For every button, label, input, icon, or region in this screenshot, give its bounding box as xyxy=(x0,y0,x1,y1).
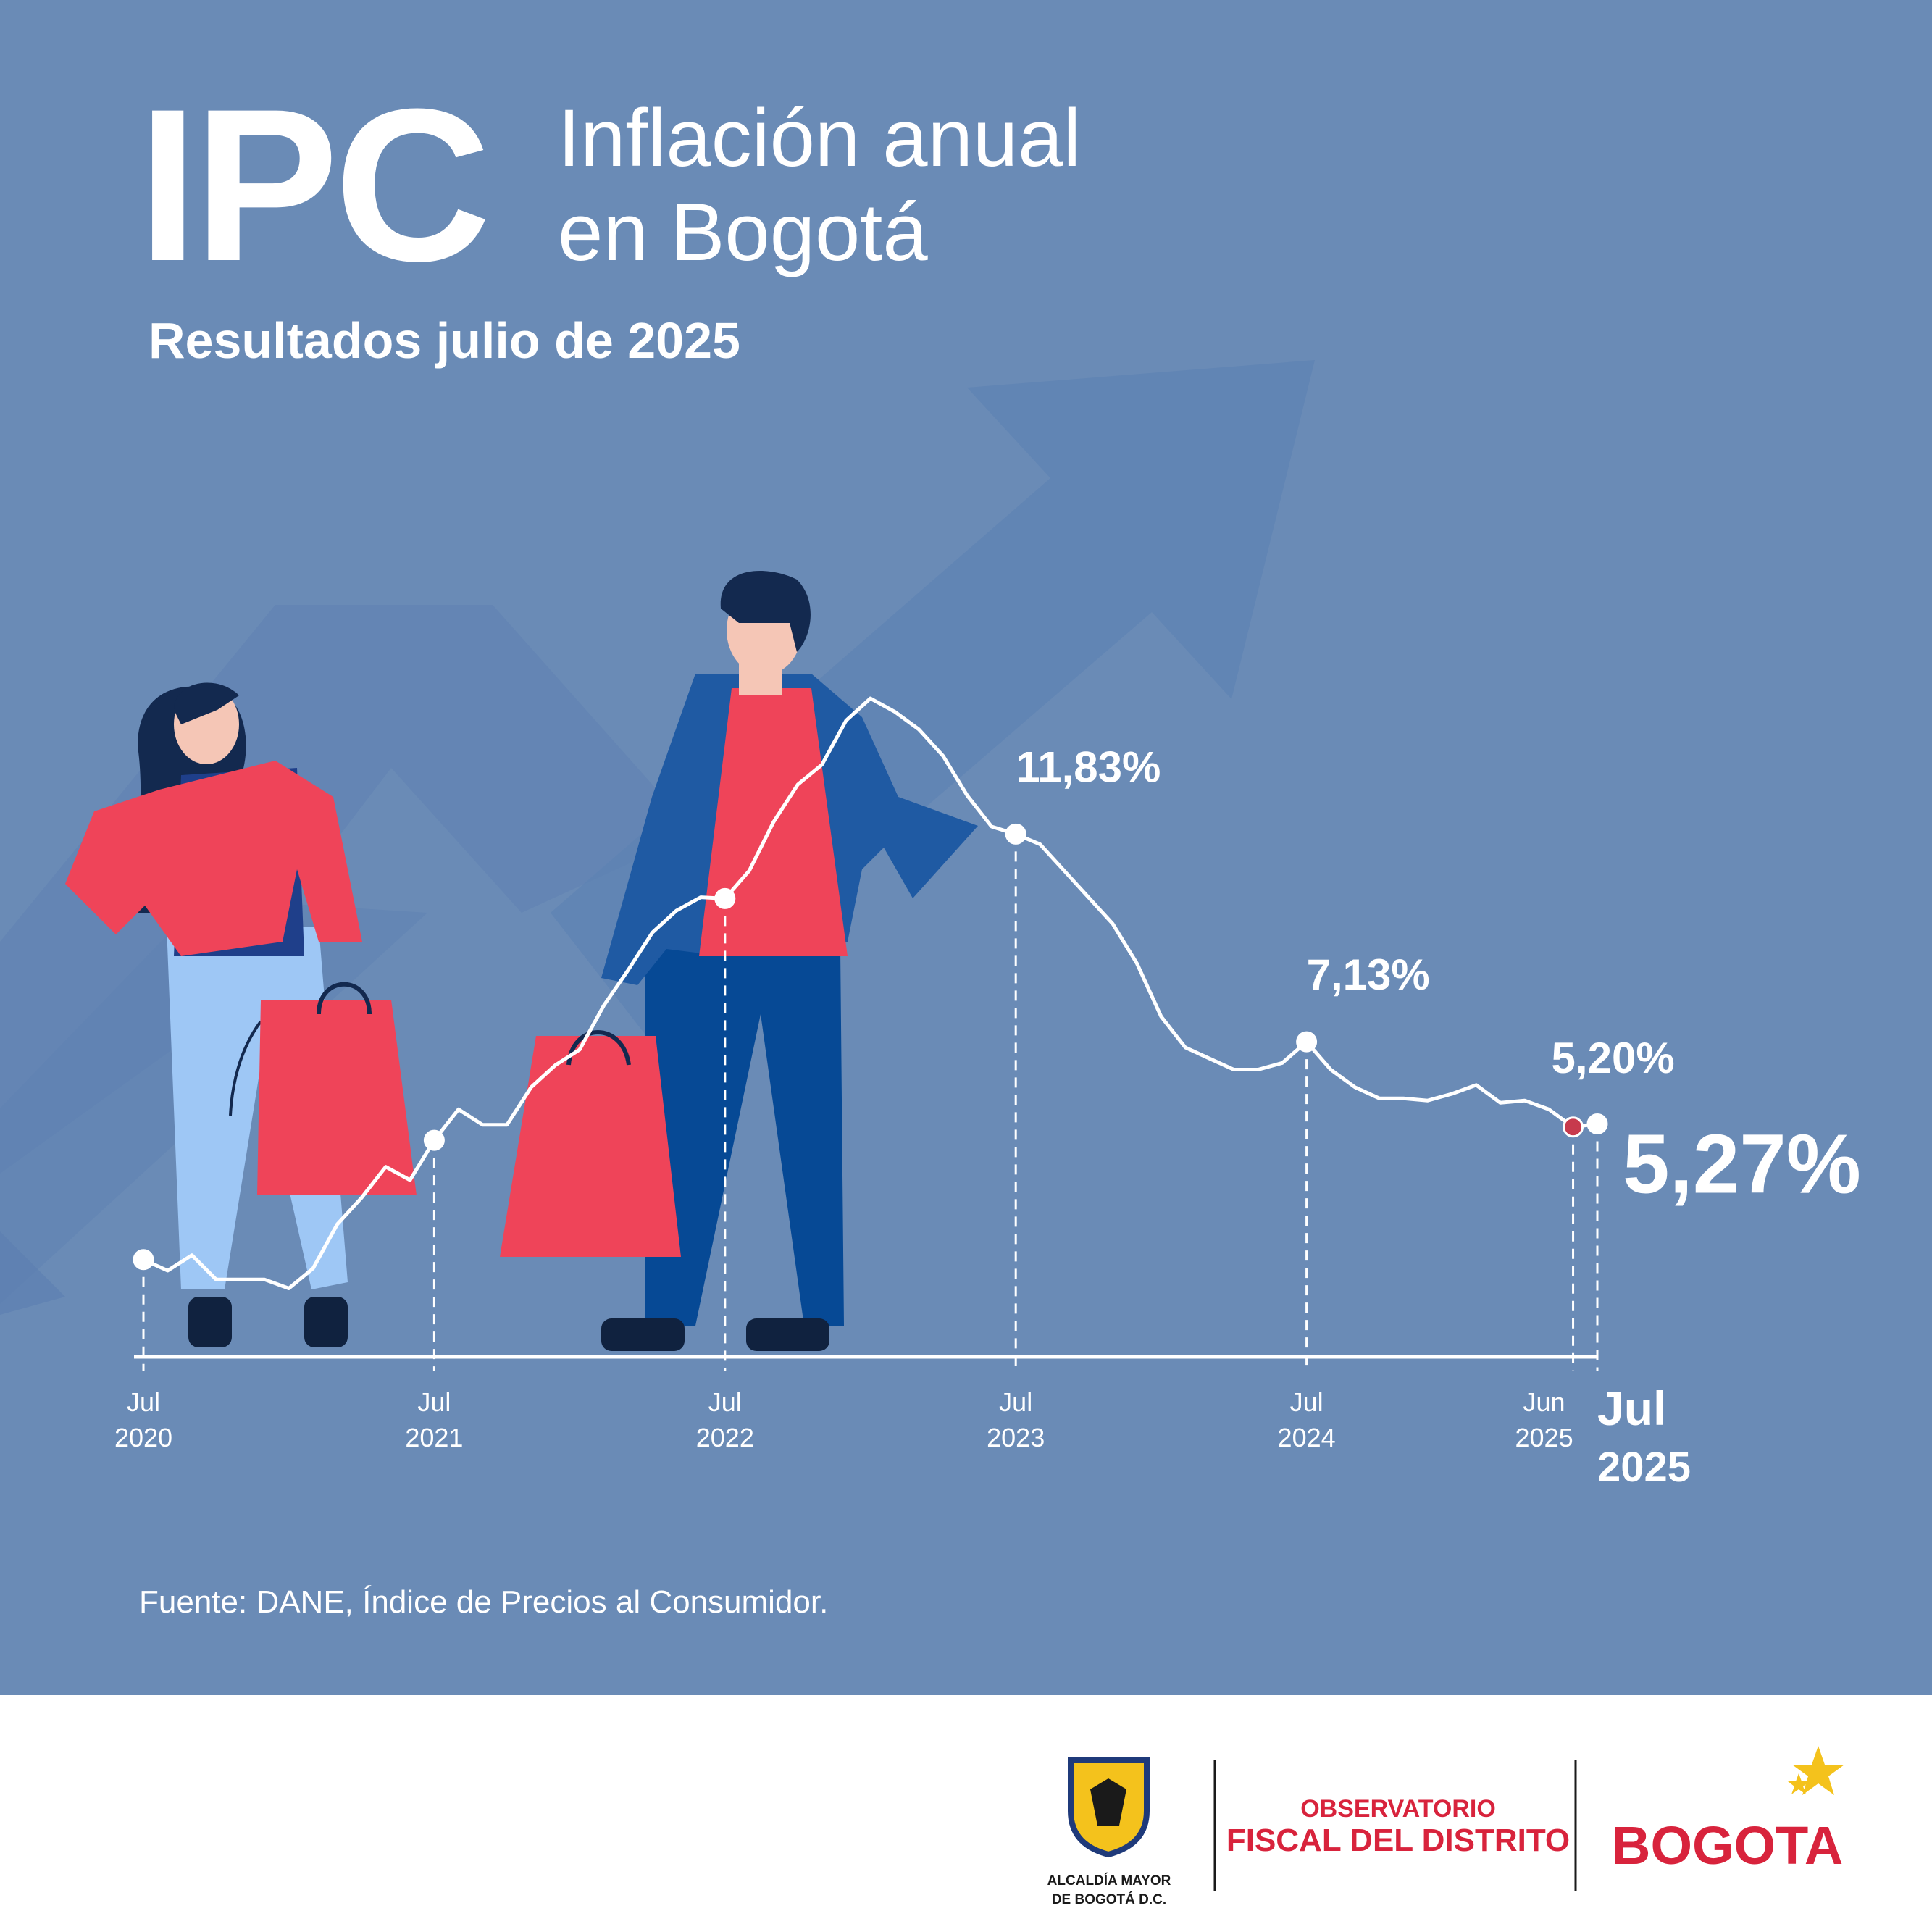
title-ipc: IPC xyxy=(138,63,491,306)
source-note: Fuente: DANE, Índice de Precios al Consu… xyxy=(139,1584,829,1620)
woman-illustration xyxy=(65,682,417,1347)
x-tick-label: 2020 xyxy=(114,1423,172,1452)
inflation-line-chart: Jul 2020 Jul 2021 Jul 2022 Jul 2023 Jul 2024 Jun 20… xyxy=(114,696,1861,1491)
alcaldia-logo: ALCALDÍA MAYOR DE BOGOTÁ D.C. xyxy=(1047,1757,1171,1907)
x-tick-label: 2023 xyxy=(987,1423,1045,1452)
data-point xyxy=(1586,1113,1608,1135)
x-tick-label: 2024 xyxy=(1278,1423,1336,1452)
title-line2: en Bogotá xyxy=(558,187,928,277)
star-icon xyxy=(1792,1746,1844,1795)
x-tick-label: Jul xyxy=(417,1387,451,1417)
x-tick-label: Jun xyxy=(1523,1387,1565,1417)
x-tick-label: 2021 xyxy=(405,1423,463,1452)
x-tick-label: 2022 xyxy=(696,1423,754,1452)
data-label: 11,83% xyxy=(1016,743,1161,791)
star-icon xyxy=(1788,1773,1810,1794)
x-tick-label: Jul xyxy=(1597,1381,1666,1435)
title-line1: Inflación anual xyxy=(558,93,1082,183)
data-point xyxy=(1563,1116,1584,1138)
x-tick-label: Jul xyxy=(708,1387,742,1417)
x-tick-label: Jul xyxy=(127,1387,160,1417)
data-point xyxy=(133,1249,154,1271)
observatorio-label-line2: FISCAL DEL DISTRITO xyxy=(1226,1823,1570,1858)
x-tick-label: 2025 xyxy=(1515,1423,1573,1452)
data-label: 5,20% xyxy=(1552,1034,1675,1082)
series-line xyxy=(142,696,1598,1290)
x-tick-label: Jul xyxy=(1290,1387,1323,1417)
subtitle: Resultados julio de 2025 xyxy=(149,312,740,369)
data-label: 7,13% xyxy=(1307,950,1430,999)
observatorio-label-line1: OBSERVATORIO xyxy=(1300,1795,1496,1823)
data-label: 5,27% xyxy=(1623,1117,1861,1211)
x-tick-label: Jul xyxy=(999,1387,1032,1417)
data-point xyxy=(714,887,736,909)
bogota-logo: BOGOTA xyxy=(1612,1815,1843,1875)
footer-panel xyxy=(0,1695,1932,1932)
man-illustration xyxy=(500,571,978,1351)
alcaldia-label-line2: DE BOGOTÁ D.C. xyxy=(1052,1891,1166,1907)
data-point xyxy=(1296,1031,1318,1053)
data-point xyxy=(423,1129,445,1151)
x-tick-label: 2025 xyxy=(1597,1444,1691,1491)
data-point xyxy=(1005,823,1026,845)
alcaldia-label-line1: ALCALDÍA MAYOR xyxy=(1047,1873,1171,1889)
